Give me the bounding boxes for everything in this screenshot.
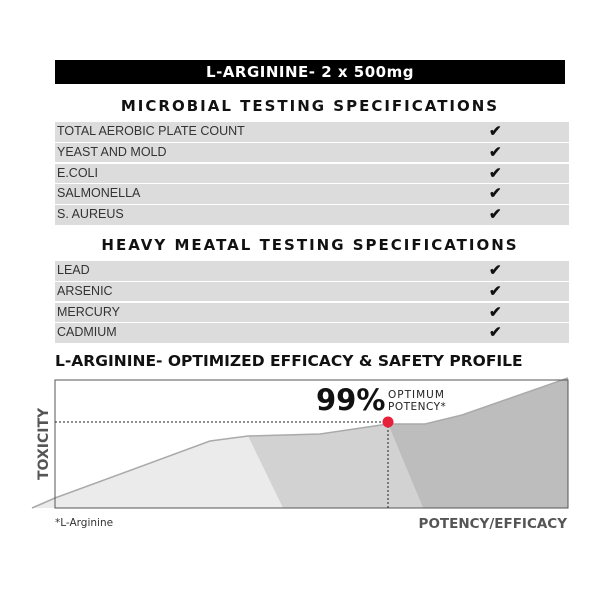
spec-label: YEAST AND MOLD [57,144,167,159]
potency-label: POTENCY* [388,401,446,413]
check-mark-icon: ✔ [489,164,502,182]
heavy-metal-title: HEAVY MEATAL TESTING SPECIFICATIONS [101,236,519,254]
check-mark-icon: ✔ [489,282,502,300]
spec-row: TOTAL AEROBIC PLATE COUNT ✔ [55,122,569,142]
check-mark-icon: ✔ [489,324,502,342]
footnote: *L-Arginine [55,517,113,529]
optimum-marker [382,416,394,428]
spec-row: YEAST AND MOLD ✔ [55,142,569,163]
spec-label: ARSENIC [57,283,113,298]
spec-label: MERCURY [57,304,120,319]
product-banner: L-ARGININE- 2 x 500mg [55,60,565,84]
y-axis-label: TOXICITY [36,407,52,480]
spec-row: S. AUREUS ✔ [55,205,569,225]
x-axis-label: POTENCY/EFFICACY [419,516,568,532]
spec-label: CADMIUM [57,325,117,340]
check-mark-icon: ✔ [489,143,502,161]
chart-frame [54,379,569,509]
spec-label: E.COLI [57,165,98,180]
check-mark-icon: ✔ [489,262,502,279]
heavy-metal-table: LEAD ✔ ARSENIC ✔ MERCURY ✔ CADMIUM ✔ [55,261,569,344]
spec-label: LEAD [57,263,90,277]
check-mark-icon: ✔ [489,185,502,203]
low-region [32,436,283,508]
percent-label: 99% [316,383,385,417]
spec-row: MERCURY ✔ [55,302,569,323]
check-mark-icon: ✔ [489,123,502,140]
check-mark-icon: ✔ [489,206,502,224]
spec-row: ARSENIC ✔ [55,281,569,302]
spec-row: LEAD ✔ [55,261,569,281]
high-region [388,378,568,508]
check-mark-icon: ✔ [489,303,502,321]
spec-row: E.COLI ✔ [55,163,569,184]
spec-label: S. AUREUS [57,207,124,222]
microbial-title: MICROBIAL TESTING SPECIFICATIONS [120,97,500,115]
mid-region [248,424,423,508]
curve-edge [31,377,569,509]
spec-row: SALMONELLA ✔ [55,184,569,204]
optimum-label: OPTIMUM [388,389,445,401]
spec-label: TOTAL AEROBIC PLATE COUNT [57,124,245,138]
spec-label: SALMONELLA [57,186,141,201]
microbial-table: TOTAL AEROBIC PLATE COUNT ✔ YEAST AND MOLD… [55,122,569,226]
chart-title: L-ARGININE- OPTIMIZED EFFICACY & SAFETY … [55,352,523,370]
spec-row: CADMIUM ✔ [55,323,569,343]
